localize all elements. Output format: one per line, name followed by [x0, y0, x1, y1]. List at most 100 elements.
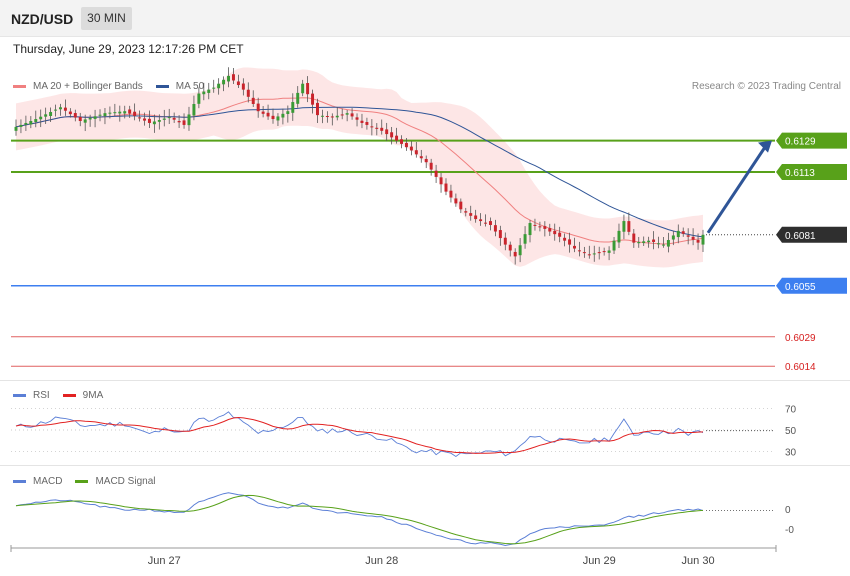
legend-label-rsi: RSI [33, 390, 50, 401]
candle-body [360, 120, 364, 123]
separator-rsi [0, 380, 850, 381]
candle-body [632, 233, 636, 243]
rsi-tick-label: 50 [785, 426, 797, 437]
candle-body [138, 117, 142, 119]
candle-body [400, 139, 403, 144]
candle-body [424, 158, 428, 163]
candle-body [548, 228, 552, 232]
macd-tick-label: 0 [785, 505, 791, 516]
candle-body [24, 122, 28, 125]
candle-body [108, 112, 112, 114]
candle-body [464, 211, 468, 213]
candle-body [192, 104, 196, 116]
candle-body [395, 135, 399, 141]
candle-body [390, 132, 394, 138]
candle-body [68, 111, 72, 115]
candle-body [172, 117, 176, 120]
candle-body [44, 114, 48, 117]
rsi-swatch [13, 394, 26, 397]
candle-body [597, 252, 601, 254]
candle-body [147, 118, 151, 123]
legend-label-signal: MACD Signal [95, 476, 156, 487]
candle-body [518, 245, 522, 256]
timeframe-button[interactable]: 30 MIN [81, 7, 132, 30]
candle-body [296, 92, 300, 104]
candle-body [345, 113, 349, 115]
candle-body [627, 221, 631, 232]
candle-body [58, 107, 62, 110]
x-tick-label: Jun 28 [365, 555, 398, 567]
level-label: 0.6113 [785, 168, 815, 179]
candle-body [133, 111, 137, 116]
ma50-line [15, 106, 704, 238]
candle-body [573, 245, 576, 249]
candle-body [696, 240, 700, 243]
candle-body [93, 116, 97, 119]
price-legend: MA 20 + Bollinger Bands MA 50 [13, 81, 217, 92]
candle-body [676, 230, 680, 238]
candle-body [320, 115, 324, 117]
legend-item-rsi-ma: 9MA [62, 390, 103, 401]
candle-body [19, 124, 23, 127]
candle-body [29, 121, 33, 125]
candle-body [167, 117, 171, 119]
candle-body [513, 251, 517, 257]
rsi-ma-swatch [62, 394, 76, 397]
candle-body [558, 232, 562, 237]
rsi-tick-label: 70 [785, 405, 797, 416]
candle-body [197, 93, 201, 104]
candle-body [409, 146, 413, 151]
candle-body [493, 225, 497, 232]
macd-legend: MACD MACD Signal [13, 476, 168, 487]
candle-body [582, 252, 586, 254]
candle-body [202, 91, 206, 95]
candle-body [563, 237, 567, 241]
candle-body [533, 224, 537, 226]
candle-body [350, 113, 354, 117]
candle-body [404, 142, 408, 148]
candle-body [73, 113, 77, 118]
candle-body [128, 109, 132, 114]
x-tick-label: Jun 27 [148, 555, 181, 567]
candle-body [587, 254, 591, 256]
legend-item-rsi: RSI [13, 390, 50, 401]
candle-body [671, 235, 675, 240]
symbol-title: NZD/USD [11, 11, 74, 27]
candle-body [622, 221, 626, 232]
legend-label-ma20: MA 20 + Bollinger Bands [33, 81, 143, 92]
candle-body [325, 116, 329, 118]
forecast-arrow-head [758, 140, 772, 153]
candle-body [83, 119, 87, 123]
candle-body [162, 118, 166, 120]
candle-body [103, 113, 107, 117]
level-label: 0.6029 [785, 333, 816, 344]
candle-body [607, 250, 611, 253]
candle-body [88, 117, 92, 120]
candle-body [661, 244, 665, 246]
candle-body [39, 116, 43, 120]
candle-body [236, 81, 240, 86]
candle-body [291, 102, 295, 113]
candle-body [330, 116, 334, 118]
candle-body [474, 215, 478, 220]
candle-body [143, 118, 146, 121]
candle-body [701, 234, 705, 245]
candle-body [508, 244, 512, 251]
candle-body [316, 102, 319, 116]
candle-body [434, 170, 438, 177]
candle-body [251, 97, 255, 105]
candle-body [187, 114, 191, 126]
candle-body [207, 89, 211, 93]
macd-tick-label: -0 [785, 525, 794, 536]
separator-macd [0, 465, 850, 466]
candle-body [444, 183, 448, 192]
candle-body [419, 156, 423, 159]
candle-body [642, 241, 646, 244]
candle-body [538, 226, 542, 228]
signal-swatch [75, 480, 89, 483]
candle-body [375, 127, 379, 129]
ma20-swatch [13, 85, 26, 88]
legend-item-ma50: MA 50 [155, 81, 204, 92]
legend-label-macd: MACD [33, 476, 63, 487]
candle-body [479, 219, 483, 222]
